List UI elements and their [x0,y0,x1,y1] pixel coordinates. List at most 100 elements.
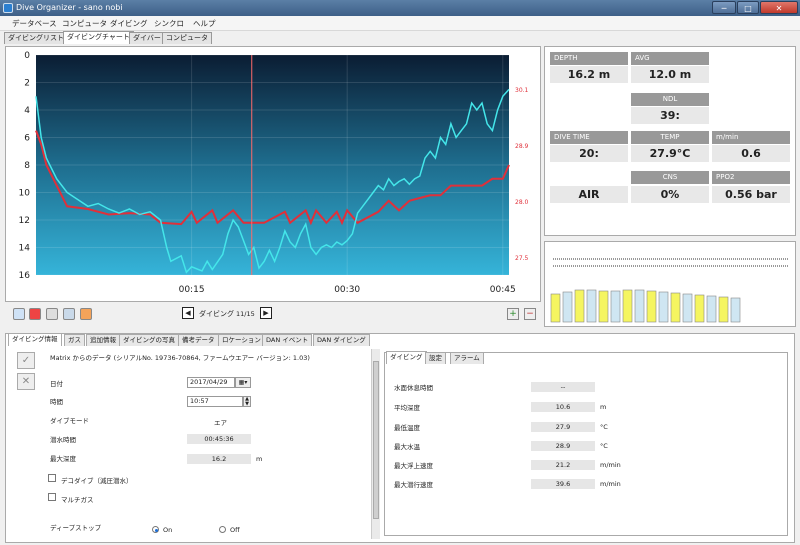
source-text: Matrix からのデータ (シリアルNo. 19736-70864, ファーム… [50,354,310,362]
min-temp-unit: °C [600,423,608,431]
deco-checkbox[interactable] [48,474,56,482]
tissue-bar [730,297,741,323]
close-button[interactable]: ✕ [760,1,798,14]
zoom-out-button[interactable]: − [524,308,536,320]
y-tick-label: 12 [19,216,30,226]
dive-navigator: ◀ ダイビング 11/15 ▶ [180,307,280,321]
max-temp-value: 28.9 [531,441,595,451]
max-temp-label: 最大水温 [394,443,420,451]
depth-label: DEPTH [550,52,628,65]
menu-computer[interactable]: コンピュータ [62,19,107,28]
deepstop-on-label: On [163,526,173,534]
menu-bar: データベース コンピュータ ダイビング シンクロ ヘルプ [0,16,800,31]
tab-notes[interactable]: 備考データ [178,334,219,346]
tissue-bar [670,292,681,323]
temp-value: 27.9°C [631,145,709,162]
tissue-bar [694,294,705,323]
temp-tick-label: 30.1 [515,87,529,94]
tab-dive-info[interactable]: ダイビング情報 [8,333,62,346]
surface-interval-value: -- [531,382,595,392]
photo-icon[interactable] [13,308,25,320]
date-label: 日付 [50,380,63,388]
menu-diving[interactable]: ダイビング [110,19,148,28]
prev-dive-button[interactable]: ◀ [182,307,194,319]
max-ascent-unit: m/min [600,461,621,469]
time-input[interactable]: 10:57 [187,396,243,407]
tab-extra-info[interactable]: 追加情報 [86,334,120,346]
window-title: Dive Organizer - sano nobi [16,3,123,12]
ndl-value: 39: [631,107,709,124]
tab-alarm[interactable]: アラーム [450,352,484,364]
tab-computer[interactable]: コンピュータ [162,32,212,44]
y-tick-label: 2 [24,79,30,89]
deepstop-off-label: Off [230,526,240,534]
scroll-thumb[interactable] [373,361,379,519]
menu-sync[interactable]: シンクロ [154,19,184,28]
gas-value: AIR [550,186,628,203]
tab-dive-photos[interactable]: ダイビングの写真 [119,334,179,346]
tab-gas[interactable]: ガス [64,334,85,346]
surface-interval-label: 水面休息時間 [394,384,433,392]
multigas-checkbox[interactable] [48,493,56,501]
bookmark-icon[interactable] [80,308,92,320]
duration-value: 00:45:36 [187,434,251,444]
tab-dive-list[interactable]: ダイビングリスト [4,32,68,44]
date-input[interactable]: 2017/04/29 [187,377,235,388]
tab-settings[interactable]: 設定 [425,352,446,364]
temp-label: TEMP [631,131,709,144]
multigas-label: マルチガス [61,496,94,504]
temp-tick-label: 28.0 [515,199,529,206]
alarm-icon[interactable] [29,308,41,320]
y-tick-label: 10 [19,189,31,199]
tab-location[interactable]: ロケーション [218,334,265,346]
tissue-saturation-panel [544,241,796,327]
cns-label: CNS [631,171,709,184]
calendar-icon[interactable]: ▦▾ [235,377,251,388]
tissue-bar [718,296,729,323]
tab-diver[interactable]: ダイバー [129,32,165,44]
minimize-button[interactable]: ─ [712,1,736,14]
min-temp-label: 最低温度 [394,424,420,432]
max-depth-unit: m [256,455,263,463]
maximize-button[interactable]: □ [737,1,759,14]
max-depth-value: 16.2 [187,454,251,464]
next-dive-button[interactable]: ▶ [260,307,272,319]
rate-value: 0.6 [712,145,790,162]
tab-dive-stats[interactable]: ダイビング [386,351,427,364]
max-descent-unit: m/min [600,480,621,488]
stats-panel: DEPTH 16.2 m AVG 12.0 m NDL 39: DIVE TIM… [544,46,796,236]
deco-label: デコダイブ（減圧潜水） [61,477,133,485]
tank-icon[interactable] [46,308,58,320]
tissue-bar [658,291,669,323]
tissue-bar [586,289,597,323]
zoom-in-button[interactable]: + [507,308,519,320]
confirm-button[interactable]: ✓ [17,352,35,369]
deepstop-off-radio[interactable] [219,526,226,533]
dive-chart[interactable]: 0 2 4 6 8 10 12 14 16 00:15 00:30 00:45 30.1 28.9 28… [5,46,541,302]
avg-label: AVG [631,52,709,65]
tissue-bar [562,291,573,323]
avg-value: 12.0 m [631,66,709,83]
max-temp-unit: °C [600,442,608,450]
tissue-bar [598,290,609,323]
depth-value: 16.2 m [550,66,628,83]
diver-icon[interactable] [63,308,75,320]
tab-dan-diving[interactable]: DAN ダイビング [313,334,370,346]
deepstop-on-radio[interactable] [152,526,159,533]
ppo2-value: 0.56 bar [712,186,790,203]
x-tick-label: 00:15 [179,285,205,295]
tissue-bar [622,289,633,323]
menu-database[interactable]: データベース [12,19,57,28]
tab-dive-chart[interactable]: ダイビングチャート [63,31,134,44]
info-scrollbar[interactable] [371,349,380,539]
time-spinner-icon[interactable]: ▲ ▼ [243,396,251,407]
max-ascent-label: 最大浮上速度 [394,462,433,470]
menu-help[interactable]: ヘルプ [193,19,216,28]
tab-dan-event[interactable]: DAN イベント [262,334,313,346]
max-descent-value: 39.6 [531,479,595,489]
deepstop-label: ディープストップ [50,524,102,532]
dive-profile-svg[interactable]: 0 2 4 6 8 10 12 14 16 00:15 00:30 00:45 30.1 28.9 28… [6,47,542,303]
y-tick-label: 16 [19,271,31,281]
cancel-button[interactable]: ✕ [17,373,35,390]
ppo2-label: PPO2 [712,171,790,184]
